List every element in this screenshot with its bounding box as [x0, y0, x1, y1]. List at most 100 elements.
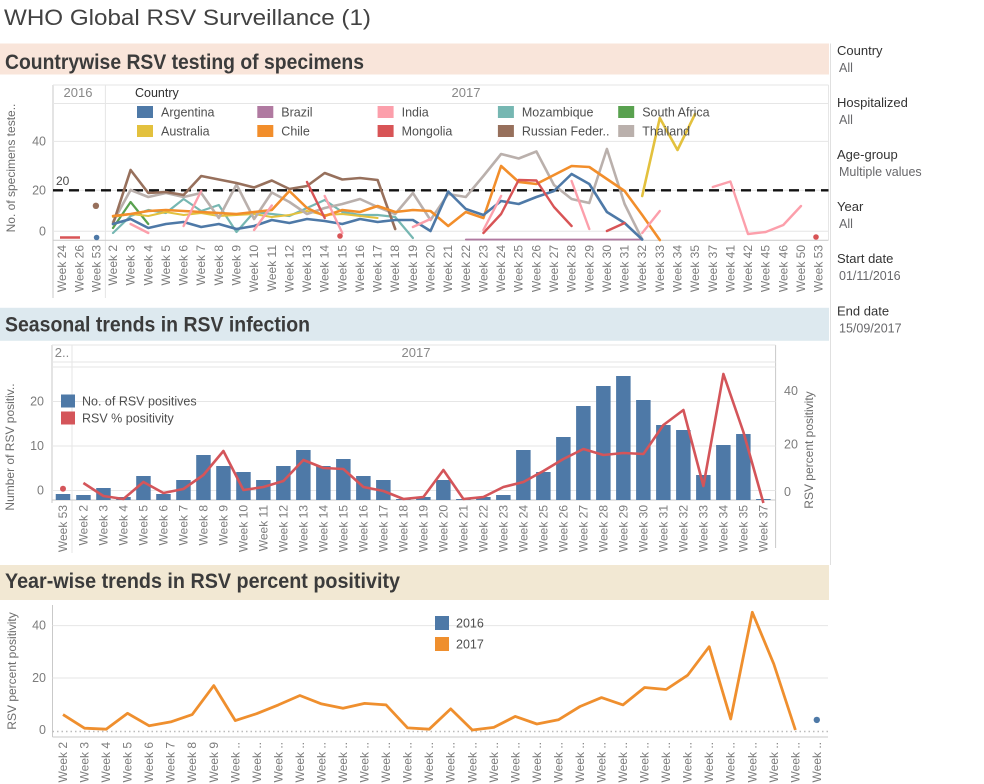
svg-text:Week 17: Week 17: [376, 505, 390, 552]
svg-text:Mongolia: Mongolia: [402, 125, 453, 139]
svg-text:Week 30: Week 30: [636, 505, 650, 552]
svg-text:Multiple values: Multiple values: [839, 165, 922, 179]
svg-text:Number of RSV positiv..: Number of RSV positiv..: [3, 383, 17, 510]
svg-text:Week 34: Week 34: [670, 245, 684, 292]
svg-text:Week 14: Week 14: [318, 245, 332, 292]
svg-text:2..: 2..: [55, 345, 69, 360]
svg-text:Year-wise trends in RSV percen: Year-wise trends in RSV percent positivi…: [5, 570, 400, 593]
svg-text:Week ..: Week ..: [401, 742, 415, 782]
svg-text:Week 9: Week 9: [216, 505, 230, 546]
svg-text:Week ..: Week ..: [358, 742, 372, 782]
svg-text:20: 20: [32, 183, 46, 197]
svg-text:20: 20: [56, 174, 70, 188]
svg-text:Week 14: Week 14: [316, 505, 330, 552]
svg-text:Week 28: Week 28: [596, 505, 610, 552]
svg-text:Week ..: Week ..: [638, 742, 652, 782]
svg-text:2016: 2016: [64, 85, 93, 100]
svg-text:Week 25: Week 25: [536, 505, 550, 552]
svg-text:Week ..: Week ..: [315, 742, 329, 782]
svg-text:0: 0: [37, 484, 44, 498]
svg-text:Week 21: Week 21: [456, 505, 470, 552]
svg-text:Week 37: Week 37: [706, 245, 720, 292]
svg-text:Argentina: Argentina: [161, 106, 215, 120]
svg-text:Country: Country: [837, 43, 883, 58]
svg-text:Week ..: Week ..: [530, 742, 544, 782]
svg-text:Week 3: Week 3: [78, 742, 92, 783]
svg-text:Week 18: Week 18: [388, 245, 402, 292]
svg-text:Week 11: Week 11: [265, 245, 279, 292]
svg-text:Week 13: Week 13: [296, 505, 310, 552]
svg-text:20: 20: [32, 671, 46, 685]
svg-text:Week 15: Week 15: [335, 245, 349, 292]
svg-text:Chile: Chile: [281, 125, 310, 139]
svg-text:Week 16: Week 16: [356, 505, 370, 552]
svg-text:Countrywise RSV testing of spe: Countrywise RSV testing of specimens: [5, 51, 364, 74]
svg-text:Week 42: Week 42: [741, 245, 755, 292]
svg-text:Week ..: Week ..: [228, 742, 242, 782]
svg-text:RSV % positivity: RSV % positivity: [82, 412, 174, 426]
svg-text:Week 8: Week 8: [212, 245, 226, 286]
svg-text:0: 0: [39, 224, 46, 238]
svg-text:Week ..: Week ..: [487, 742, 501, 782]
svg-text:Week 5: Week 5: [121, 742, 135, 783]
svg-text:Week 19: Week 19: [416, 505, 430, 552]
svg-text:Week ..: Week ..: [659, 742, 673, 782]
svg-text:Week 10: Week 10: [247, 245, 261, 292]
svg-text:Week 24: Week 24: [516, 505, 530, 552]
svg-text:All: All: [839, 113, 853, 127]
svg-text:Week 28: Week 28: [565, 245, 579, 292]
svg-text:0: 0: [39, 723, 46, 737]
svg-text:Week ..: Week ..: [508, 742, 522, 782]
svg-text:Week 3: Week 3: [96, 505, 110, 546]
svg-text:Week ..: Week ..: [767, 742, 781, 782]
svg-text:20: 20: [784, 438, 798, 452]
svg-text:Mozambique: Mozambique: [522, 106, 594, 120]
svg-text:No. of specimens teste..: No. of specimens teste..: [4, 104, 18, 233]
svg-text:Week 7: Week 7: [194, 245, 208, 286]
svg-text:Week 53: Week 53: [56, 505, 70, 552]
svg-text:2016: 2016: [456, 617, 484, 631]
svg-text:Week 24: Week 24: [55, 245, 69, 292]
svg-text:2017: 2017: [452, 85, 481, 100]
svg-text:Thailand: Thailand: [642, 125, 690, 139]
svg-text:15/09/2017: 15/09/2017: [839, 322, 902, 336]
svg-text:Week ..: Week ..: [336, 742, 350, 782]
svg-text:Week 30: Week 30: [600, 245, 614, 292]
svg-text:Russian Feder..: Russian Feder..: [522, 125, 610, 139]
svg-text:South Africa: South Africa: [642, 106, 709, 120]
svg-text:Week 22: Week 22: [476, 505, 490, 552]
svg-text:Week ..: Week ..: [250, 742, 264, 782]
svg-text:Seasonal trends in RSV infecti: Seasonal trends in RSV infection: [5, 314, 310, 337]
svg-text:Week ..: Week ..: [422, 742, 436, 782]
svg-text:2017: 2017: [402, 345, 431, 360]
svg-text:40: 40: [32, 619, 46, 633]
svg-text:Week 4: Week 4: [141, 245, 155, 286]
svg-text:Week 31: Week 31: [618, 245, 632, 292]
svg-text:Week ..: Week ..: [379, 742, 393, 782]
svg-text:Week 35: Week 35: [736, 505, 750, 552]
svg-text:40: 40: [32, 134, 46, 148]
svg-text:Week 24: Week 24: [494, 245, 508, 292]
svg-text:Week 22: Week 22: [459, 245, 473, 292]
svg-text:Week 33: Week 33: [696, 505, 710, 552]
svg-text:Week 12: Week 12: [276, 505, 290, 552]
svg-text:Week ..: Week ..: [788, 742, 802, 782]
svg-text:Week 7: Week 7: [164, 742, 178, 783]
svg-text:Start date: Start date: [837, 251, 893, 266]
svg-text:Week 26: Week 26: [529, 245, 543, 292]
svg-text:Week 19: Week 19: [406, 245, 420, 292]
svg-text:Week 15: Week 15: [336, 505, 350, 552]
svg-text:Week 29: Week 29: [616, 505, 630, 552]
svg-text:Week 11: Week 11: [256, 505, 270, 552]
svg-text:Week 7: Week 7: [176, 505, 190, 546]
svg-text:Week 37: Week 37: [756, 505, 770, 552]
svg-text:Week 18: Week 18: [396, 505, 410, 552]
svg-text:All: All: [839, 217, 853, 231]
svg-text:Week ..: Week ..: [465, 742, 479, 782]
svg-text:Week 26: Week 26: [73, 245, 87, 292]
svg-text:2017: 2017: [456, 638, 484, 652]
svg-text:Week 41: Week 41: [723, 245, 737, 292]
svg-text:Week 2: Week 2: [76, 505, 90, 546]
svg-text:Week 2: Week 2: [106, 245, 120, 286]
svg-text:Week 9: Week 9: [229, 245, 243, 286]
